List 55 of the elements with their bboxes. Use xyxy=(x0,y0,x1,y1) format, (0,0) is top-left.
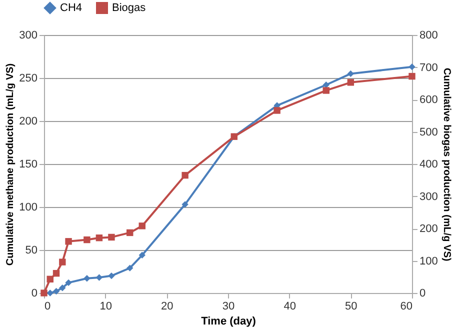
point xyxy=(347,79,354,86)
point xyxy=(182,172,188,179)
point xyxy=(84,236,90,244)
legend-label: CH4 xyxy=(60,2,82,14)
y-tick-label: 50 xyxy=(25,244,38,256)
y2-tick-label: 800 xyxy=(420,30,438,42)
y-tick-label: 200 xyxy=(19,116,38,128)
point xyxy=(408,63,416,70)
point xyxy=(138,252,146,259)
point xyxy=(182,201,188,208)
x-tick-label: 60 xyxy=(400,300,412,312)
point xyxy=(59,284,66,292)
point xyxy=(46,290,54,296)
y2-tick-label: 700 xyxy=(420,62,438,74)
x-tick-label: 30 xyxy=(222,300,235,312)
legend-label: Biogas xyxy=(112,2,146,14)
y2-tick-label: 400 xyxy=(420,158,438,170)
y2-tick-label: 300 xyxy=(420,190,438,203)
x-tick-label: 0 xyxy=(44,300,51,312)
y-tick-label: 150 xyxy=(19,158,38,170)
point xyxy=(96,234,103,242)
point xyxy=(46,276,54,282)
y2-axis-title: Cumulative biogas production (mL/g VS) xyxy=(440,68,452,262)
point xyxy=(126,229,134,236)
point xyxy=(274,107,280,114)
y-tick-label: 250 xyxy=(19,72,38,84)
point xyxy=(96,274,103,281)
point xyxy=(52,270,60,277)
y2-tick-label: 600 xyxy=(420,94,438,106)
point xyxy=(126,264,134,272)
point xyxy=(322,82,330,88)
point xyxy=(138,222,146,230)
y2-tick-label: 0 xyxy=(420,288,426,300)
x-tick-label: 10 xyxy=(100,300,112,312)
y2-tick-label: 200 xyxy=(420,223,438,235)
point xyxy=(59,258,66,266)
point xyxy=(65,238,72,245)
point xyxy=(84,275,90,282)
point xyxy=(322,87,330,94)
x-tick-label: 40 xyxy=(284,300,296,312)
x-tick-label: 50 xyxy=(345,300,358,312)
point xyxy=(108,272,115,280)
y-tick-label: 300 xyxy=(19,30,38,42)
point xyxy=(108,234,115,241)
y2-tick-label: 500 xyxy=(420,126,438,138)
y-tick-label: 0 xyxy=(31,288,38,300)
point xyxy=(408,72,416,80)
y2-tick-label: 100 xyxy=(420,255,438,268)
y-axis-title: Cumulative methane production (mL/g VS) xyxy=(5,63,16,266)
y-tick-label: 100 xyxy=(19,202,38,214)
point xyxy=(65,279,72,286)
point xyxy=(347,70,354,78)
x-axis-title: Time (day) xyxy=(201,316,256,328)
point xyxy=(52,288,60,295)
x-tick-label: 20 xyxy=(161,300,174,312)
